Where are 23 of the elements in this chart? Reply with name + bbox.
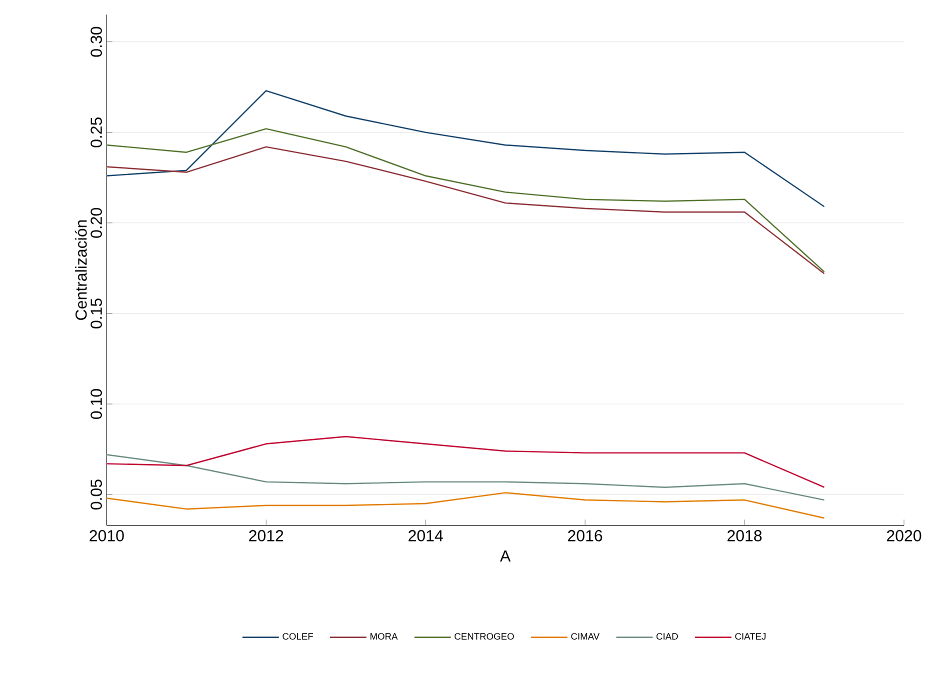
y-tick-label: 0.25 [90,118,102,148]
legend-label: COLEF [282,633,313,640]
y-tick-label: 0.20 [90,208,102,238]
y-tick-label: 0.30 [90,27,102,57]
y-tick-label: 0.10 [90,389,102,420]
x-tick-label: 2010 [90,530,124,542]
legend-label: CIMAV [571,633,600,640]
x-axis-title: A [500,550,511,562]
legend-label: CIAD [656,633,678,640]
x-tick-label: 2014 [408,530,443,542]
legend-label: CENTROGEO [454,633,514,640]
line-series [106,454,825,501]
y-tick-label: 0.15 [90,298,102,329]
x-tick-label: 2016 [568,530,602,542]
line-series [106,492,825,519]
x-tick-label: 2020 [887,530,922,542]
x-tick-label: 2012 [249,530,284,542]
y-axis-title: Centralización [74,220,87,320]
legend-label: MORA [370,633,398,640]
x-tick-label: 2018 [728,530,762,542]
legend-label: CIATEJ [735,633,766,640]
line-series [106,90,825,208]
y-tick-label: 0.05 [90,480,102,510]
